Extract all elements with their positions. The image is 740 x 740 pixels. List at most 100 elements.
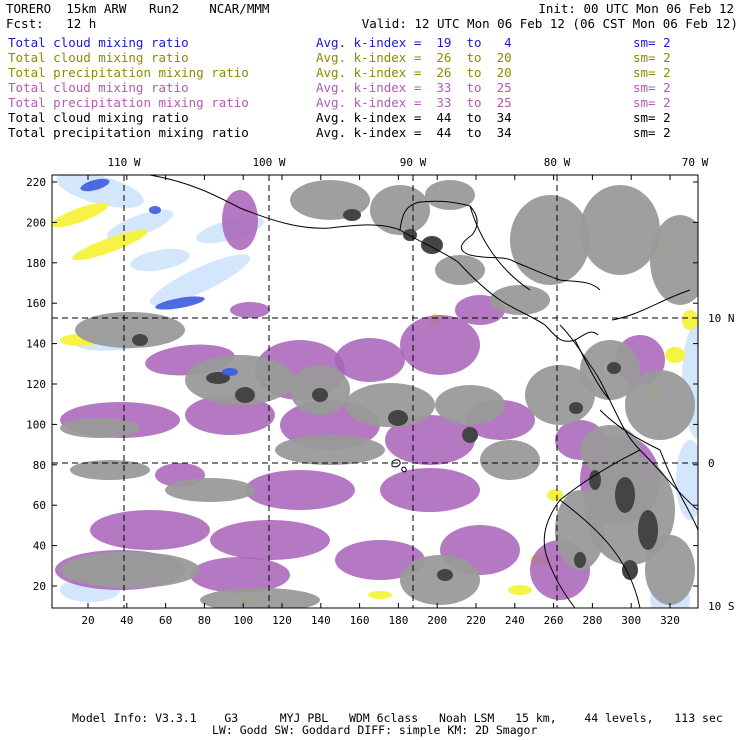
y-tick-label: 40 [33, 540, 46, 553]
cloud-blob [90, 510, 210, 550]
x-tick-label: 320 [660, 614, 680, 627]
cloud-blob [435, 385, 505, 425]
south-america-coast [543, 289, 698, 608]
field-name: Total precipitation mixing ratio [8, 125, 249, 140]
cloud-blob [380, 468, 480, 512]
latitude-label: 10 N [708, 312, 735, 325]
x-tick-label: 240 [505, 614, 525, 627]
y-tick-label: 20 [33, 580, 46, 593]
cloud-blob [510, 195, 590, 285]
cloud-blob [106, 209, 174, 241]
footer-model-info: Model Info: V3.3.1 G3 MYJ PBL WDM 6class… [72, 711, 723, 725]
longitude-label: 100 W [252, 156, 285, 169]
x-tick-label: 260 [544, 614, 564, 627]
border-lines [469, 205, 698, 608]
field-name: Total cloud mixing ratio [8, 80, 189, 95]
cloud-blob [574, 552, 586, 568]
cloud-blob [130, 248, 190, 272]
cloud-blob [222, 368, 238, 376]
field-k-index: Avg. k-index = 26 to 20 [316, 65, 512, 80]
cloud-blob [155, 296, 205, 310]
yucatan-coast [399, 200, 601, 291]
x-tick-label: 20 [81, 614, 94, 627]
latitude-label: 10 S [708, 600, 735, 613]
y-tick-label: 140 [26, 338, 46, 351]
cloud-blob [370, 185, 430, 235]
field-name: Total precipitation mixing ratio [8, 95, 249, 110]
x-tick-label: 280 [582, 614, 602, 627]
footer-physics-info: LW: Godd SW: Goddard DIFF: simple KM: 2D… [212, 723, 538, 737]
cloud-blob [52, 202, 109, 228]
cloud-blob [682, 310, 698, 330]
y-tick-label: 220 [26, 176, 46, 189]
cloud-blob [480, 440, 540, 480]
longitude-label: 90 W [400, 156, 427, 169]
blue-cloud-layer [80, 178, 238, 376]
field-smoothing: sm= 2 [633, 95, 671, 110]
cloud-blob [206, 372, 230, 384]
field-k-index: Avg. k-index = 19 to 4 [316, 35, 512, 50]
field-smoothing: sm= 2 [633, 65, 671, 80]
field-name: Total cloud mixing ratio [8, 50, 189, 65]
cloud-blob [508, 585, 532, 595]
central-america-coast [559, 324, 641, 451]
cloud-blob [149, 206, 161, 214]
field-smoothing: sm= 2 [633, 110, 671, 125]
cloud-blob [222, 190, 258, 250]
field-k-index: Avg. k-index = 44 to 34 [316, 125, 512, 140]
cloud-blob [185, 355, 295, 405]
longitude-label: 110 W [107, 156, 140, 169]
cloud-blob [435, 255, 485, 285]
cloud-blob [650, 215, 698, 305]
field-smoothing: sm= 2 [633, 125, 671, 140]
cloud-blob [335, 338, 405, 382]
cloud-blob [615, 477, 635, 513]
cloud-blob [645, 535, 695, 605]
cloud-blob [210, 520, 330, 560]
plot-frame [51, 174, 699, 609]
cloud-blob [625, 370, 695, 440]
cloud-blob [149, 254, 251, 306]
dark-cloud-layer [132, 209, 658, 581]
cloud-blob [343, 209, 361, 221]
cloud-blob [75, 312, 185, 348]
cloud-blob [665, 347, 685, 363]
cloud-blob [555, 490, 605, 570]
field-k-index: Avg. k-index = 44 to 34 [316, 110, 512, 125]
field-smoothing: sm= 2 [633, 35, 671, 50]
cloud-blob [60, 418, 140, 438]
y-tick-label: 80 [33, 459, 46, 472]
cloud-blob [60, 552, 200, 588]
x-tick-label: 140 [311, 614, 331, 627]
cloud-blob [569, 402, 583, 414]
cloud-blob [385, 415, 475, 465]
cloud-blob [275, 435, 385, 465]
cloud-blob [56, 175, 144, 208]
y-tick-label: 180 [26, 257, 46, 270]
cloud-blob [70, 460, 150, 480]
cloud-blob [335, 540, 425, 580]
cloud-blob [676, 440, 698, 520]
cloud-blob [200, 588, 320, 608]
field-smoothing: sm= 2 [633, 50, 671, 65]
cloud-blob [462, 427, 478, 443]
cloud-blob [425, 180, 475, 210]
header-valid-time: Valid: 12 UTC Mon 06 Feb 12 (06 CST Mon … [361, 16, 738, 31]
cloud-blob [165, 478, 255, 502]
y-tick-label: 160 [26, 297, 46, 310]
cloud-blob [638, 510, 658, 550]
x-tick-label: 60 [159, 614, 172, 627]
cloud-blob [421, 236, 443, 254]
cloud-blob [312, 388, 328, 402]
y-tick-label: 60 [33, 499, 46, 512]
cloud-blob [235, 387, 255, 403]
mexico-coast [149, 175, 599, 342]
cloud-blob [230, 302, 270, 318]
header-title: TORERO 15km ARW Run2 NCAR/MMM [6, 1, 270, 16]
y-tick-label: 200 [26, 216, 46, 229]
y-tick-label: 100 [26, 418, 46, 431]
longitude-label: 80 W [544, 156, 571, 169]
latitude-label: 0 [708, 457, 715, 470]
field-k-index: Avg. k-index = 33 to 25 [316, 80, 512, 95]
field-name: Total precipitation mixing ratio [8, 65, 249, 80]
